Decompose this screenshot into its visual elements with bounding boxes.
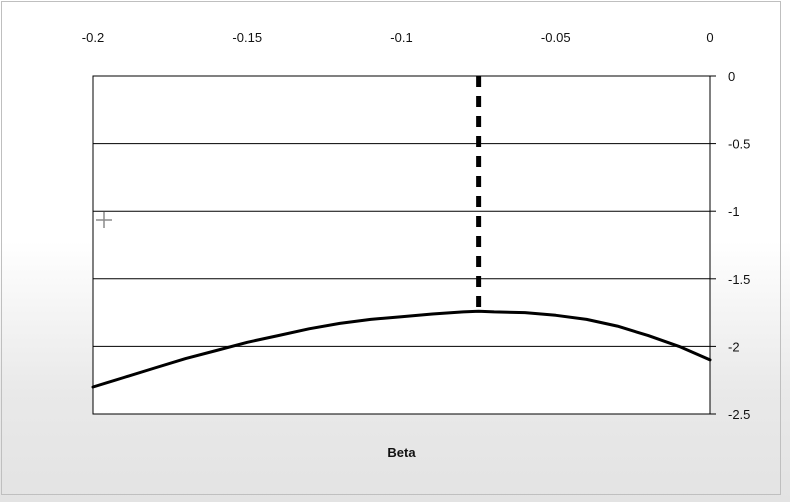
y-tick-label: -2.5 (728, 407, 750, 422)
crosshair-icon (96, 212, 112, 228)
y-tick-label: -1 (728, 204, 740, 219)
y-axis-ticks: 0 -0.5 -1 -1.5 -2 -2.5 (710, 69, 750, 422)
x-tick-label: -0.05 (541, 30, 571, 45)
x-axis-label: Beta (387, 445, 416, 460)
x-tick-label: -0.15 (232, 30, 262, 45)
x-tick-label: 0 (706, 30, 713, 45)
x-tick-label: -0.1 (390, 30, 412, 45)
chart-border (1, 1, 781, 495)
y-tick-label: -1.5 (728, 272, 750, 287)
x-axis-ticks: -0.2 -0.15 -0.1 -0.05 0 (82, 30, 714, 45)
plot-area (92, 75, 711, 415)
y-tick-label: -0.5 (728, 137, 750, 152)
x-tick-label: -0.2 (82, 30, 104, 45)
gridlines (93, 143, 710, 347)
series-line (91, 309, 712, 389)
y-tick-label: -2 (728, 339, 740, 354)
y-tick-label: 0 (728, 69, 735, 84)
